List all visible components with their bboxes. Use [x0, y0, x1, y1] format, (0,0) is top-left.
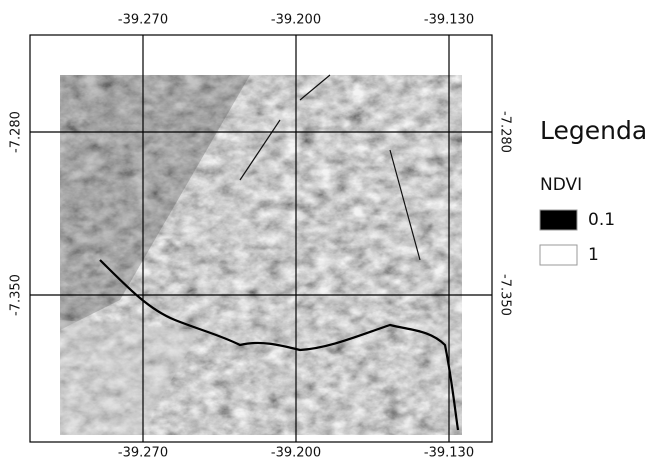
legend-label: 0.1 — [588, 210, 615, 230]
lat-label-right: -7.350 — [498, 274, 513, 316]
lat-label-right: -7.280 — [498, 111, 513, 153]
lat-label-left: -7.280 — [9, 111, 24, 153]
legend-label: 1 — [588, 245, 599, 265]
legend-swatch — [540, 210, 577, 230]
lon-label-bottom: -39.270 — [118, 446, 168, 461]
lat-label-left: -7.350 — [9, 274, 24, 316]
legend-title: Legenda — [540, 116, 647, 145]
map-layout: -39.270 -39.270 -39.200 -39.200 -39.130 -39.1… — [0, 0, 652, 461]
lon-label-top: -39.200 — [271, 13, 321, 28]
lon-label-bottom: -39.130 — [424, 446, 474, 461]
legend-layer: NDVI — [540, 175, 582, 195]
legend-swatch — [540, 245, 577, 265]
lon-label-top: -39.130 — [424, 13, 474, 28]
lon-label-top: -39.270 — [118, 13, 168, 28]
page: {"graticule": {"longitudes": ["-39.270",… — [0, 0, 652, 461]
legend: Legenda NDVI 0.1 1 — [540, 116, 647, 265]
lon-label-bottom: -39.200 — [271, 446, 321, 461]
